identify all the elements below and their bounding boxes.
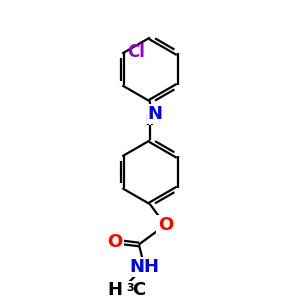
Text: N: N <box>148 105 163 123</box>
Text: O: O <box>107 233 122 251</box>
Text: H: H <box>107 281 122 299</box>
Text: Cl: Cl <box>127 43 145 61</box>
Text: 3: 3 <box>126 283 134 292</box>
Text: NH: NH <box>129 258 159 276</box>
Text: C: C <box>133 281 146 299</box>
Text: O: O <box>158 216 173 234</box>
